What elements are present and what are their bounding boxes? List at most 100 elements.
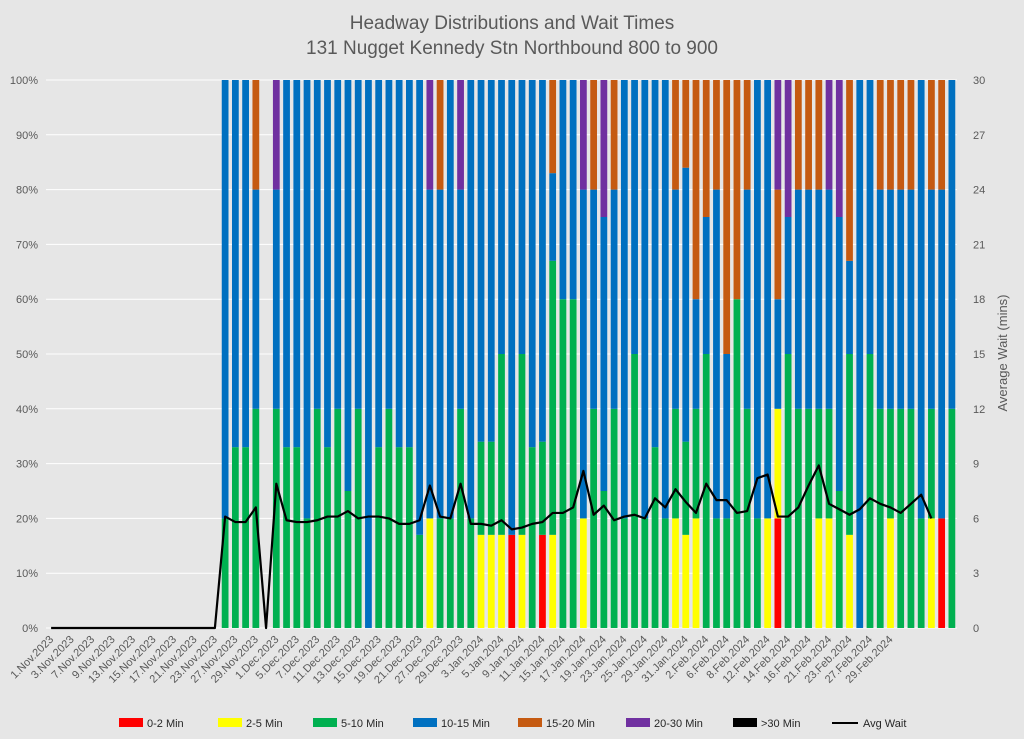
bar-segment (887, 189, 894, 409)
bar-segment (938, 518, 946, 628)
bar-segment (569, 299, 577, 628)
legend-label-2-5: 2-5 Min (246, 718, 283, 730)
y-tick-label-left: 40% (16, 404, 38, 416)
bar-segment (774, 408, 782, 519)
bar-segment (938, 189, 946, 519)
bar-segment (580, 518, 587, 628)
bar-segment (856, 80, 864, 628)
y-tick-label-right: 12 (973, 404, 985, 416)
bar-segment (580, 80, 587, 190)
bar-segment (682, 80, 690, 168)
bar-segment (743, 408, 751, 628)
bar-segment (723, 80, 731, 354)
y-tick-label-left: 20% (16, 513, 38, 525)
bar-segment (672, 80, 679, 190)
bar-segment (692, 518, 700, 628)
bar-segment (733, 299, 741, 628)
bar-segment (805, 408, 812, 628)
bar-segment (672, 189, 679, 409)
bar-segment (324, 80, 331, 448)
legend-label-over-30: >30 Min (761, 718, 800, 730)
bar-segment (498, 534, 505, 628)
bar-segment (876, 80, 884, 190)
bar-segment (835, 217, 843, 491)
bar-segment (723, 354, 731, 519)
bar-segment (436, 189, 444, 519)
bar-segment (385, 80, 393, 409)
bar-segment (794, 189, 802, 409)
bar-segment (498, 354, 505, 535)
legend-swatch-15-20 (518, 718, 542, 727)
bar-segment (436, 518, 444, 628)
bar-segment (549, 80, 557, 174)
bar-segment (221, 80, 229, 519)
bar-segment (928, 189, 935, 409)
bar-segment (324, 447, 331, 628)
bar-segment (641, 80, 649, 519)
bar-segment (375, 80, 383, 448)
bar-segment (815, 189, 823, 409)
bar-segment (815, 80, 823, 190)
bar-segment (733, 80, 741, 300)
bar-segment (436, 80, 444, 190)
bar-segment (549, 534, 557, 628)
bar-segment (600, 491, 608, 628)
legend-label-10-15: 10-15 Min (441, 718, 490, 730)
bar-segment (784, 354, 792, 628)
bar-segment (528, 447, 536, 628)
bar-segment (446, 518, 454, 628)
bar-segment (631, 354, 638, 628)
legend-label-15-20: 15-20 Min (546, 718, 595, 730)
bar-segment (610, 189, 618, 409)
y-tick-label-right: 6 (973, 513, 979, 525)
y-tick-label-right: 24 (973, 185, 985, 197)
y-tick-label-left: 100% (10, 75, 38, 87)
bar-segment (467, 80, 475, 519)
bar-segment (477, 441, 485, 535)
bar-segment (846, 260, 853, 354)
bar-segment (846, 354, 853, 535)
bar-segment (406, 80, 413, 448)
avg-wait-line-group (51, 464, 933, 630)
x-axis: 1.Nov.20233.Nov.20237.Nov.20239.Nov.2023… (9, 634, 896, 687)
bar-segment (815, 408, 823, 519)
y-tick-label-right: 30 (973, 75, 985, 87)
y-tick-label-left: 30% (16, 459, 38, 471)
bar-segment (825, 189, 833, 409)
legend: 0-2 Min 2-5 Min 5-10 Min 10-15 Min 15-20… (119, 718, 906, 730)
bars (221, 80, 956, 628)
bar-segment (692, 80, 700, 300)
bar-segment (293, 80, 301, 448)
bar-segment (938, 80, 946, 190)
bar-segment (518, 80, 526, 354)
y-tick-label-left: 60% (16, 294, 38, 306)
bar-segment (631, 80, 638, 354)
bar-segment (661, 518, 669, 628)
bar-segment (743, 80, 751, 190)
bar-segment (907, 80, 915, 190)
bar-segment (344, 80, 352, 491)
bar-segment (365, 80, 372, 628)
bar-segment (928, 80, 935, 190)
bar-segment (242, 80, 249, 448)
bar-segment (539, 441, 546, 535)
bar-segment (835, 80, 843, 217)
bar-segment (784, 217, 792, 354)
bar-segment (231, 447, 239, 628)
bar-segment (764, 518, 772, 628)
y-tick-label-left: 50% (16, 349, 38, 361)
bar-segment (272, 80, 280, 190)
bar-segment (477, 534, 485, 628)
bar-segment (672, 408, 679, 519)
bar-segment (334, 408, 342, 628)
bar-segment (518, 354, 526, 535)
bar-segment (467, 518, 475, 628)
bar-segment (682, 534, 690, 628)
bar-segment (948, 408, 956, 628)
legend-label-5-10: 5-10 Min (341, 718, 384, 730)
bar-segment (866, 80, 874, 354)
bar-segment (805, 80, 812, 190)
bar-segment (559, 299, 567, 628)
bar-segment (774, 299, 782, 409)
bar-segment (487, 80, 495, 442)
